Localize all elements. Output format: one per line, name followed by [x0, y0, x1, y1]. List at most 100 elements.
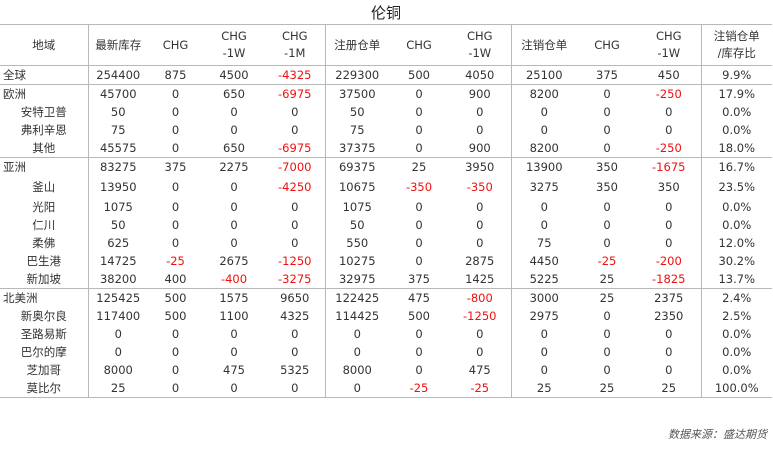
table-cell: 0 — [510, 103, 577, 121]
region-name: 芝加哥 — [26, 363, 62, 377]
table-cell: 50 — [87, 216, 148, 234]
table-cell: -1250 — [463, 309, 497, 323]
warehouse-row: 仁川 50 0 0 0 50 0 0 0 0 0 0.0% — [0, 216, 773, 234]
table-cell: 0 — [510, 343, 577, 361]
table-cell: 5225 — [510, 270, 577, 289]
table-cell: 0 — [87, 325, 148, 343]
table-cell: 254400 — [87, 65, 148, 85]
region-name: 莫比尔 — [0, 379, 88, 398]
table-cell: 25100 — [510, 65, 577, 85]
table-cell: 0 — [171, 141, 180, 155]
table-cell: 0.0% — [700, 343, 773, 361]
table-cell: 10675 — [324, 176, 389, 198]
warehouse-row: 圣路易斯 0 0 0 0 0 0 0 0 0 0 0.0% — [0, 325, 773, 343]
table-cell: 0 — [203, 379, 265, 398]
table-cell: 75 — [87, 121, 148, 139]
region-name: 新奥尔良 — [20, 309, 67, 323]
table-cell: 50 — [324, 103, 389, 121]
warehouse-row: 光阳 1075 0 0 0 1075 0 0 0 0 0 0.0% — [0, 198, 773, 216]
table-cell: 0 — [171, 200, 180, 214]
warehouse-row: 莫比尔 25 0 0 0 0 -25 -25 25 25 25 100.0% — [0, 379, 773, 398]
table-cell: 2350 — [654, 309, 684, 323]
table-cell: 30.2% — [700, 252, 773, 270]
table-cell: 17.9% — [700, 84, 773, 103]
column-header: 地域 — [0, 24, 88, 66]
table-cell: 37500 — [324, 84, 389, 103]
region-name: 圣路易斯 — [20, 327, 67, 341]
table-cell: 0 — [148, 84, 203, 103]
table-cell: 25 — [577, 379, 637, 398]
column-header: CHG — [389, 24, 449, 66]
table-cell: 0 — [230, 218, 238, 232]
region-name: 光阳 — [32, 200, 56, 214]
column-header: CHG -1W — [449, 24, 511, 66]
region-name: 安特卫普 — [20, 105, 67, 119]
table-cell: 12.0% — [700, 234, 773, 252]
table-cell: 0 — [603, 236, 611, 250]
table-cell: 25 — [637, 379, 701, 398]
table-cell: 122425 — [324, 288, 389, 307]
table-cell: 450 — [657, 68, 680, 82]
table-cell: 0 — [577, 84, 637, 103]
table-cell: 0 — [291, 327, 299, 341]
table-cell: 0 — [230, 180, 238, 194]
warehouse-row: 巴生港 14725 -25 2675 -1250 10275 0 2875 4450 -25 -20… — [0, 252, 773, 270]
table-cell: -25 — [166, 254, 185, 268]
table-cell: 2.5% — [700, 307, 773, 325]
table-cell: 2375 — [637, 288, 701, 307]
table-cell: -350 — [466, 180, 493, 194]
table-cell: -6975 — [278, 141, 312, 155]
table-cell: 475 — [223, 363, 245, 377]
table-cell: 0 — [665, 105, 673, 119]
column-header: 注销仓单 /库存比 — [700, 24, 773, 66]
table-cell: 0 — [230, 345, 238, 359]
table-cell: 0 — [603, 345, 611, 359]
table-cell: 25 — [599, 272, 615, 286]
table-cell: 0 — [665, 218, 673, 232]
table-cell: 0 — [665, 123, 673, 137]
table-cell: 50 — [87, 103, 148, 121]
table-cell: 0 — [291, 345, 299, 359]
table-cell: 0 — [415, 200, 423, 214]
region-name: 其他 — [32, 141, 56, 155]
table-cell: 0 — [324, 325, 389, 343]
table-cell: 0 — [415, 218, 423, 232]
table-cell: 4450 — [510, 252, 577, 270]
table-cell: 2.4% — [700, 288, 773, 307]
table-cell: -250 — [637, 84, 701, 103]
table-cell: 0 — [476, 105, 484, 119]
table-cell: 0 — [476, 200, 484, 214]
table-cell: -350 — [405, 180, 433, 194]
table-cell: 25 — [389, 157, 449, 176]
table-cell: -25 — [449, 379, 511, 398]
region-row: 北美洲 125425 500 1575 9650 122425 475 -800 3000 25 2… — [0, 288, 773, 307]
table-cell: 0 — [171, 345, 180, 359]
region-name: 巴尔的摩 — [20, 345, 67, 359]
table-cell: 0 — [665, 236, 673, 250]
table-cell: 0 — [87, 343, 148, 361]
table-cell: 475 — [468, 363, 491, 377]
table-cell: 69375 — [324, 157, 389, 176]
table-cell: 0 — [171, 363, 180, 377]
table-cell: 0 — [291, 105, 299, 119]
table-cell: 75 — [510, 234, 577, 252]
table-cell: 83275 — [87, 157, 148, 176]
region-name: 欧洲 — [0, 84, 88, 103]
table-cell: 0 — [265, 379, 325, 398]
table-cell: 0 — [415, 327, 423, 341]
table-cell: 0 — [603, 200, 611, 214]
table-cell: 0.0% — [700, 361, 773, 379]
table-cell: 0 — [476, 236, 484, 250]
table-cell: 100.0% — [700, 379, 773, 398]
table-cell: 0 — [603, 123, 611, 137]
table-cell: 25 — [87, 379, 148, 398]
lme-copper-table: 伦铜 地域 最新库存 CHG CHG -1W CHG -1M 注册仓单 CHG CHG -1W… — [0, 0, 773, 398]
table-cell: 500 — [408, 68, 430, 82]
table-cell: 23.5% — [700, 176, 773, 198]
table-cell: 37375 — [324, 139, 389, 158]
table-cell: 16.7% — [700, 157, 773, 176]
table-cell: 0 — [603, 105, 611, 119]
table-cell: 0.0% — [700, 121, 773, 139]
table-cell: 0 — [665, 345, 673, 359]
warehouse-row: 弗利辛恩 75 0 0 0 75 0 0 0 0 0 0.0% — [0, 121, 773, 139]
